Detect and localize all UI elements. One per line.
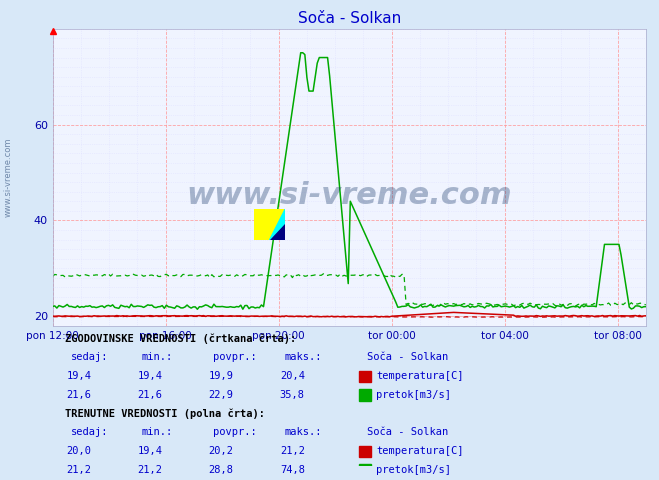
Text: 20,2: 20,2: [209, 446, 233, 456]
Text: pretok[m3/s]: pretok[m3/s]: [376, 390, 451, 400]
Polygon shape: [270, 225, 285, 240]
Text: 22,9: 22,9: [209, 390, 233, 400]
Text: temperatura[C]: temperatura[C]: [376, 446, 463, 456]
Text: maks.:: maks.:: [284, 427, 322, 437]
Text: Soča - Solkan: Soča - Solkan: [367, 352, 448, 362]
Text: 21,6: 21,6: [138, 390, 162, 400]
Text: www.si-vreme.com: www.si-vreme.com: [186, 180, 512, 210]
Text: Soča - Solkan: Soča - Solkan: [367, 427, 448, 437]
Text: pretok[m3/s]: pretok[m3/s]: [376, 465, 451, 475]
Text: 19,4: 19,4: [138, 446, 162, 456]
Text: 21,2: 21,2: [67, 465, 91, 475]
Text: temperatura[C]: temperatura[C]: [376, 371, 463, 381]
Text: sedaj:: sedaj:: [71, 352, 108, 362]
Text: povpr.:: povpr.:: [213, 427, 256, 437]
Text: ZGODOVINSKE VREDNOSTI (črtkana črta):: ZGODOVINSKE VREDNOSTI (črtkana črta):: [65, 333, 296, 344]
FancyBboxPatch shape: [359, 371, 371, 382]
Text: 21,2: 21,2: [138, 465, 162, 475]
FancyBboxPatch shape: [359, 464, 371, 476]
Polygon shape: [270, 209, 285, 240]
Text: TRENUTNE VREDNOSTI (polna črta):: TRENUTNE VREDNOSTI (polna črta):: [65, 408, 264, 419]
Text: 35,8: 35,8: [280, 390, 304, 400]
Text: 74,8: 74,8: [280, 465, 304, 475]
Text: min.:: min.:: [142, 427, 173, 437]
Text: 19,9: 19,9: [209, 371, 233, 381]
Title: Soča - Solkan: Soča - Solkan: [298, 11, 401, 26]
Text: min.:: min.:: [142, 352, 173, 362]
Text: maks.:: maks.:: [284, 352, 322, 362]
Text: www.si-vreme.com: www.si-vreme.com: [4, 138, 13, 217]
Text: 28,8: 28,8: [209, 465, 233, 475]
Text: 20,0: 20,0: [67, 446, 91, 456]
Text: 21,6: 21,6: [67, 390, 91, 400]
Text: povpr.:: povpr.:: [213, 352, 256, 362]
Text: sedaj:: sedaj:: [71, 427, 108, 437]
FancyBboxPatch shape: [359, 445, 371, 457]
Text: 19,4: 19,4: [138, 371, 162, 381]
Text: 21,2: 21,2: [280, 446, 304, 456]
Text: 20,4: 20,4: [280, 371, 304, 381]
Polygon shape: [254, 209, 285, 240]
FancyBboxPatch shape: [359, 389, 371, 401]
Text: 19,4: 19,4: [67, 371, 91, 381]
